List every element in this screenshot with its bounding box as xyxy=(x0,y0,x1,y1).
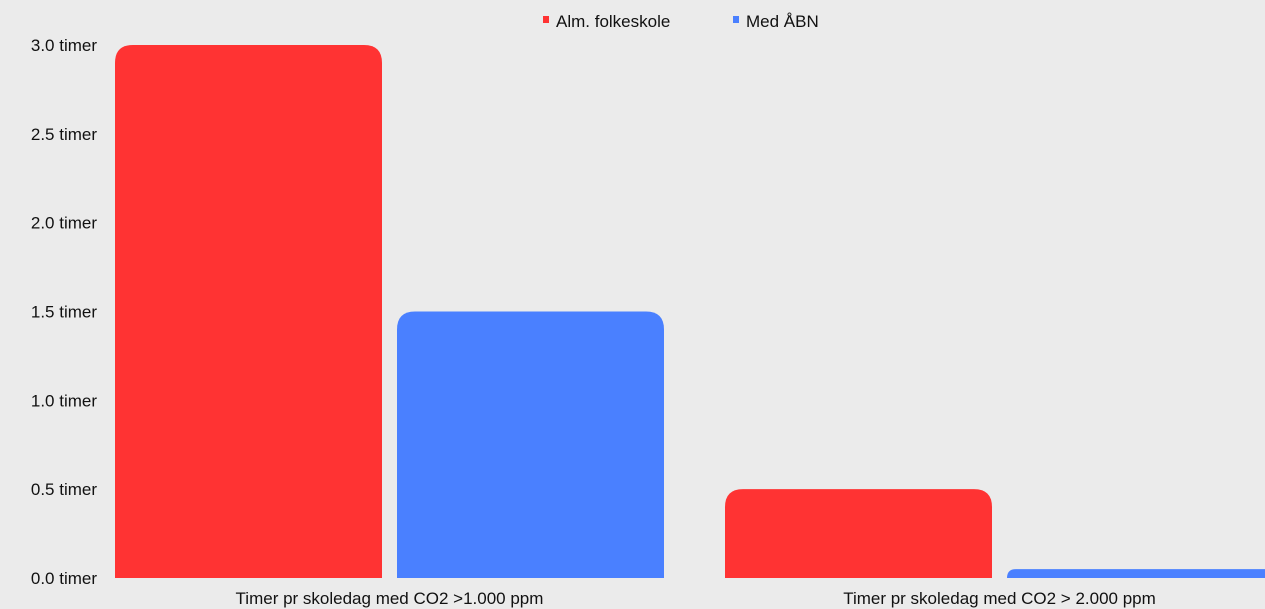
legend-label: Med ÅBN xyxy=(746,12,819,31)
y-axis: 0.0 timer 0.5 timer 1.0 timer 1.5 timer 2.0 … xyxy=(31,36,97,588)
legend-swatch xyxy=(543,16,549,23)
y-tick-label: 1.0 timer xyxy=(31,391,97,410)
chart-legend: Alm. folkeskole Med ÅBN xyxy=(543,12,819,31)
bar-alm-folkeskole-1 xyxy=(115,45,382,578)
bars-group xyxy=(115,45,1265,578)
x-axis: Timer pr skoledag med CO2 >1.000 ppm Time… xyxy=(236,589,1156,608)
bar-med-bn-1 xyxy=(397,311,664,578)
x-category-label: Timer pr skoledag med CO2 > 2.000 ppm xyxy=(843,589,1156,608)
bar-med-bn-2 xyxy=(1007,569,1265,578)
y-tick-label: 1.5 timer xyxy=(31,303,97,322)
legend-swatch xyxy=(733,16,739,23)
legend-item: Med ÅBN xyxy=(733,12,819,31)
y-tick-label: 3.0 timer xyxy=(31,36,97,55)
y-tick-label: 0.5 timer xyxy=(31,480,97,499)
x-category-label: Timer pr skoledag med CO2 >1.000 ppm xyxy=(236,589,544,608)
legend-item: Alm. folkeskole xyxy=(543,12,670,31)
y-tick-label: 2.5 timer xyxy=(31,125,97,144)
bar-alm-folkeskole-2 xyxy=(725,489,992,578)
y-tick-label: 2.0 timer xyxy=(31,214,97,233)
y-tick-label: 0.0 timer xyxy=(31,569,97,588)
legend-label: Alm. folkeskole xyxy=(556,12,670,31)
